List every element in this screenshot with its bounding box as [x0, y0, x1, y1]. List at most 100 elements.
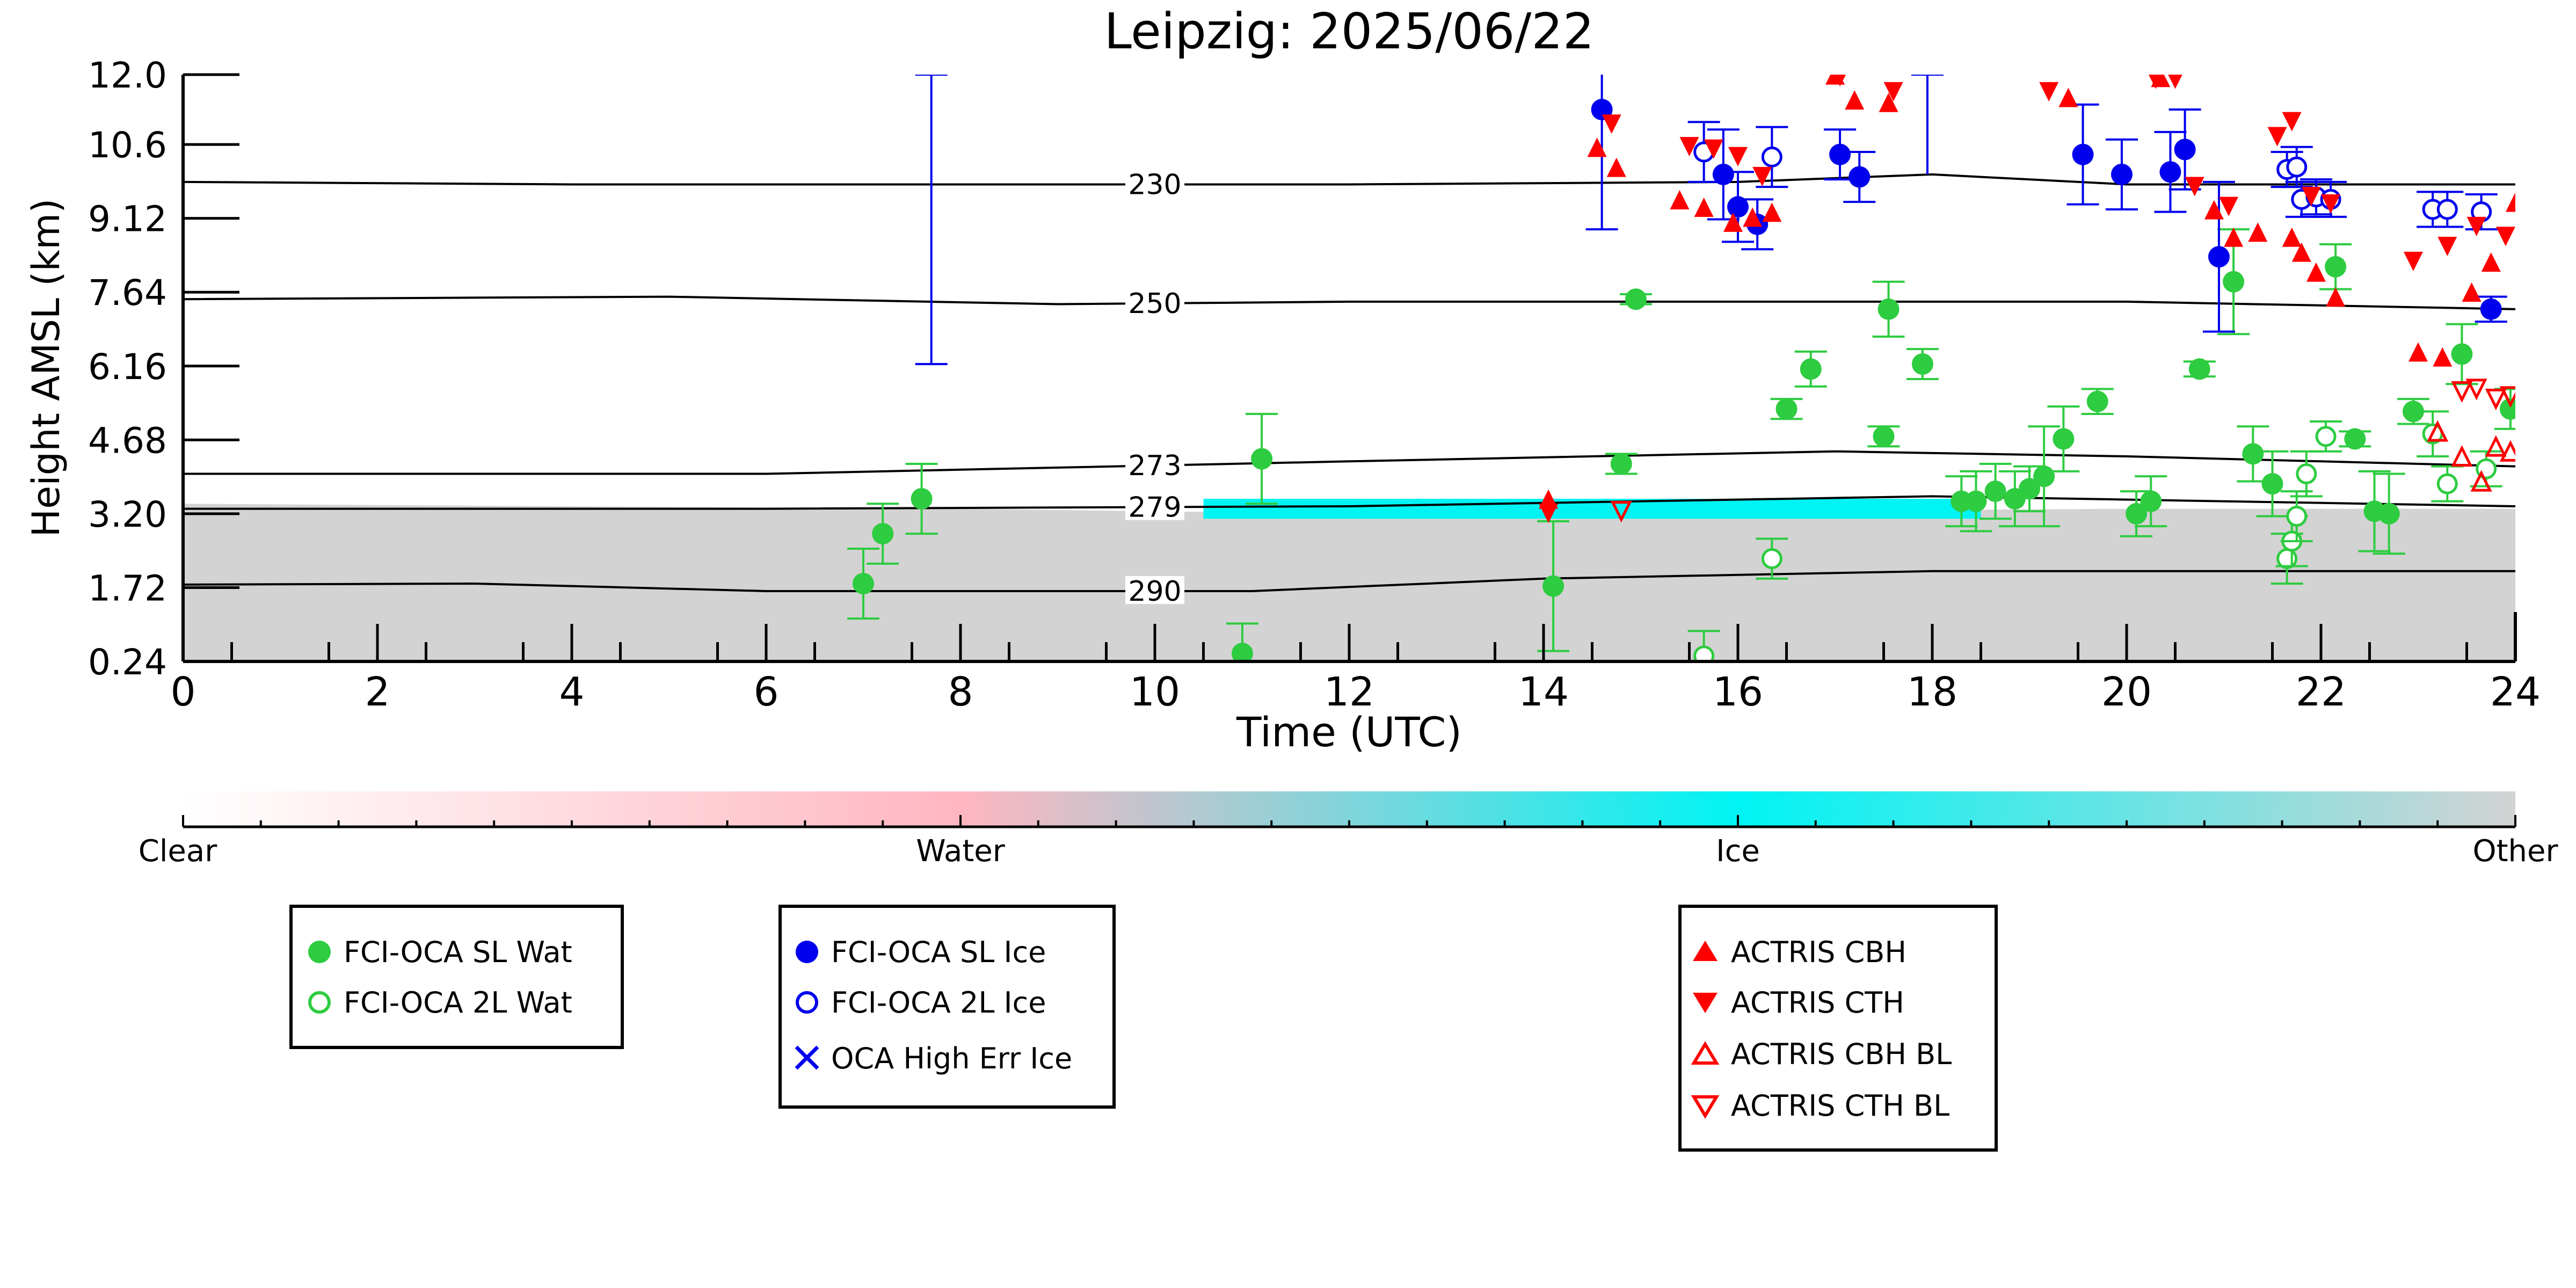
y-axis-label: Height AMSL (km)	[24, 199, 68, 537]
marker-actris-cbh	[1743, 207, 1763, 227]
legends: FCI-OCA SL Wat FCI-OCA 2L Wat FCI-OCA SL…	[289, 905, 1998, 1152]
axes: 0 2 4 6 8 10 12 14 16 18 20 22 24 0.241.723.204.686.…	[88, 55, 2541, 715]
marker-actris-cbh	[2306, 262, 2326, 282]
marker-actris-cth	[1883, 82, 1903, 101]
marker-fci-oca-sl-wat	[2140, 490, 2162, 512]
marker-actris-cbh	[1762, 202, 1782, 222]
isotherm-label-290: 290	[1128, 576, 1181, 608]
marker-actris-cth	[2148, 75, 2163, 89]
marker-actris-cbh	[1845, 90, 1865, 110]
legend-marker-2l-ice	[796, 991, 818, 1014]
marker-fci-oca-2l-ice	[2286, 156, 2308, 178]
marker-actris-cth	[2321, 194, 2341, 214]
x-tick-label: 4	[559, 669, 584, 715]
marker-actris-cbh	[2506, 192, 2515, 212]
marker-actris-cth	[1704, 139, 1723, 159]
y-tick-label: 3.20	[88, 494, 167, 535]
marker-fci-oca-2l-wat	[1693, 645, 1715, 661]
marker-actris-cth	[2301, 187, 2321, 207]
legend-marker-sl-ice	[796, 941, 818, 963]
marker-fci-oca-2l-ice	[1761, 146, 1782, 168]
marker-fci-oca-sl-ice	[2072, 143, 2094, 165]
marker-fci-oca-sl-wat	[2325, 256, 2347, 278]
y-tick-label: 10.6	[88, 125, 167, 166]
legend-label: FCI-OCA SL Ice	[831, 935, 1046, 969]
legend-box	[1678, 905, 1998, 1152]
isotherm-label-279: 279	[1128, 491, 1181, 523]
x-tick-label: 14	[1518, 669, 1569, 715]
marker-actris-cth-bl	[2451, 381, 2473, 403]
marker-actris-cbh	[2224, 227, 2244, 247]
x-tick-label: 2	[365, 669, 390, 715]
chart-title: Leipzig: 2025/06/22	[1104, 3, 1595, 60]
isotherm-line-290	[183, 570, 2515, 592]
marker-actris-cbh-bl	[2485, 435, 2507, 457]
x-tick-label: 8	[948, 669, 973, 715]
marker-actris-cbh	[2248, 222, 2268, 242]
isotherm-label-250: 250	[1128, 288, 1181, 320]
legend-label: ACTRIS CBH BL	[1731, 1037, 1952, 1071]
marker-actris-cbh	[1587, 137, 1607, 157]
marker-fci-oca-sl-ice	[2159, 161, 2181, 183]
marker-actris-cth-bl	[2499, 386, 2515, 408]
marker-actris-cth	[2495, 227, 2515, 246]
plot-area	[183, 75, 2515, 661]
marker-actris-cth-bl	[2465, 379, 2487, 401]
isotherm-labels: 230 250 273 279 290	[1125, 169, 1184, 608]
x-tick-label: 20	[2101, 669, 2152, 715]
marker-fci-oca-sl-wat	[2499, 398, 2515, 420]
marker-fci-oca-sl-ice	[2111, 163, 2133, 185]
marker-fci-oca-sl-wat	[1873, 425, 1895, 447]
marker-fci-oca-sl-wat	[1251, 448, 1273, 470]
marker-fci-oca-sl-wat	[872, 523, 894, 545]
colorbar-label-other: Other	[2472, 834, 2558, 869]
marker-fci-oca-sl-wat	[2242, 443, 2264, 465]
marker-actris-cbh	[2481, 252, 2501, 272]
marker-fci-oca-sl-wat	[2344, 428, 2366, 450]
marker-actris-cbh-bl	[2470, 470, 2492, 492]
y-tick-label: 7.64	[88, 272, 167, 314]
marker-actris-cth	[2403, 251, 2423, 271]
x-tick-label: 24	[2490, 669, 2541, 715]
marker-actris-cth	[1834, 75, 1846, 86]
isotherm-label-273: 273	[1128, 450, 1181, 482]
marker-fci-oca-sl-ice	[2208, 246, 2230, 268]
marker-actris-cth	[2168, 75, 2182, 89]
marker-actris-cbh	[2408, 342, 2428, 362]
x-tick-label: 12	[1324, 669, 1374, 715]
y-axis-ticks: 0.24 1.72 3.20 4.68 6.16 7.64 9.12 10.6 12.0	[88, 55, 239, 683]
marker-fci-oca-2l-wat	[1761, 548, 1782, 570]
y-tick-label: 6.16	[88, 346, 167, 388]
marker-actris-cbh-bl	[2427, 420, 2449, 442]
marker-actris-cth	[1602, 114, 1621, 134]
marker-actris-cbh	[2326, 287, 2346, 307]
marker-actris-cbh	[1606, 157, 1626, 177]
legend-marker-high-err-ice	[795, 1045, 819, 1070]
isotherm-label-bg	[1125, 288, 1184, 316]
marker-actris-cbh	[1723, 212, 1743, 232]
legend-label: FCI-OCA 2L Ice	[831, 986, 1046, 1020]
marker-fci-oca-2l-wat	[2276, 548, 2298, 570]
marker-fci-oca-sl-wat	[1542, 575, 1564, 597]
isotherm-label-bg	[1125, 450, 1184, 479]
marker-fci-oca-sl-ice	[2174, 139, 2196, 161]
legend-label: FCI-OCA 2L Wat	[344, 986, 572, 1020]
marker-actris-cth	[1539, 504, 1559, 523]
marker-fci-oca-sl-wat	[2033, 465, 2055, 487]
marker-actris-cbh	[2204, 200, 2224, 220]
legend-marker-sl-wat	[308, 941, 331, 963]
marker-actris-cbh	[2462, 282, 2482, 302]
marker-fci-oca-sl-wat	[1231, 643, 1253, 661]
legend-marker-cth	[1693, 993, 1718, 1013]
marker-actris-cth-bl	[2485, 388, 2507, 411]
marker-fci-oca-sl-wat	[911, 488, 933, 510]
x-axis-ticks: 0 2 4 6 8 10 12 14 16 18 20 22 24	[170, 624, 2541, 715]
marker-actris-cth	[2267, 127, 2287, 147]
isotherm-line-250	[183, 295, 2515, 310]
marker-actris-cth	[2219, 197, 2239, 216]
isotherm-label-230: 230	[1128, 169, 1181, 201]
marker-actris-cth	[1679, 137, 1699, 157]
y-tick-label: 1.72	[88, 567, 167, 609]
marker-fci-oca-2l-wat	[2296, 463, 2317, 485]
